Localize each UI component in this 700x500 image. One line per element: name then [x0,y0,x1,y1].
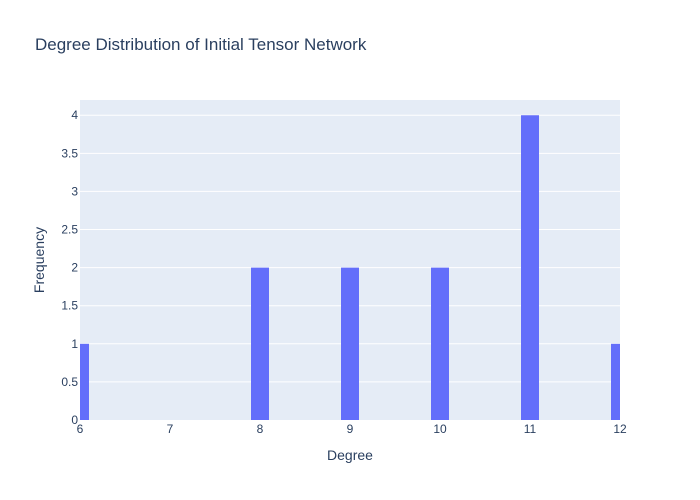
bar-degree-11 [521,115,539,420]
y-tick-label: 3 [71,184,78,198]
y-tick-label: 3.5 [61,146,78,160]
y-tick-label: 1.5 [61,299,78,313]
x-tick-label: 9 [347,422,354,436]
x-tick-label: 6 [77,422,84,436]
y-tick-label: 1 [71,337,78,351]
y-tick-label: 2.5 [61,223,78,237]
y-tick-label: 4 [71,108,78,122]
x-tick-label: 12 [613,422,627,436]
y-tick-label: 2 [71,261,78,275]
bar-degree-12 [611,343,620,420]
x-tick-label: 7 [167,422,174,436]
x-axis-title: Degree [327,447,373,463]
y-axis-ticks: 0 0.5 1 1.5 2 2.5 3 3.5 4 [61,108,78,427]
x-tick-label: 11 [524,422,537,436]
x-axis-ticks: 6 7 8 9 10 11 12 [77,422,627,436]
bar-degree-6 [80,343,89,420]
y-axis-title: Frequency [31,227,47,293]
bars [80,115,620,420]
bar-degree-9 [341,267,359,420]
bar-degree-10 [431,267,449,420]
y-tick-label: 0.5 [61,375,78,389]
x-tick-label: 8 [257,422,264,436]
x-tick-label: 10 [433,422,447,436]
y-tick-label: 0 [71,413,78,427]
bar-degree-8 [251,267,269,420]
chart-title: Degree Distribution of Initial Tensor Ne… [35,35,367,54]
